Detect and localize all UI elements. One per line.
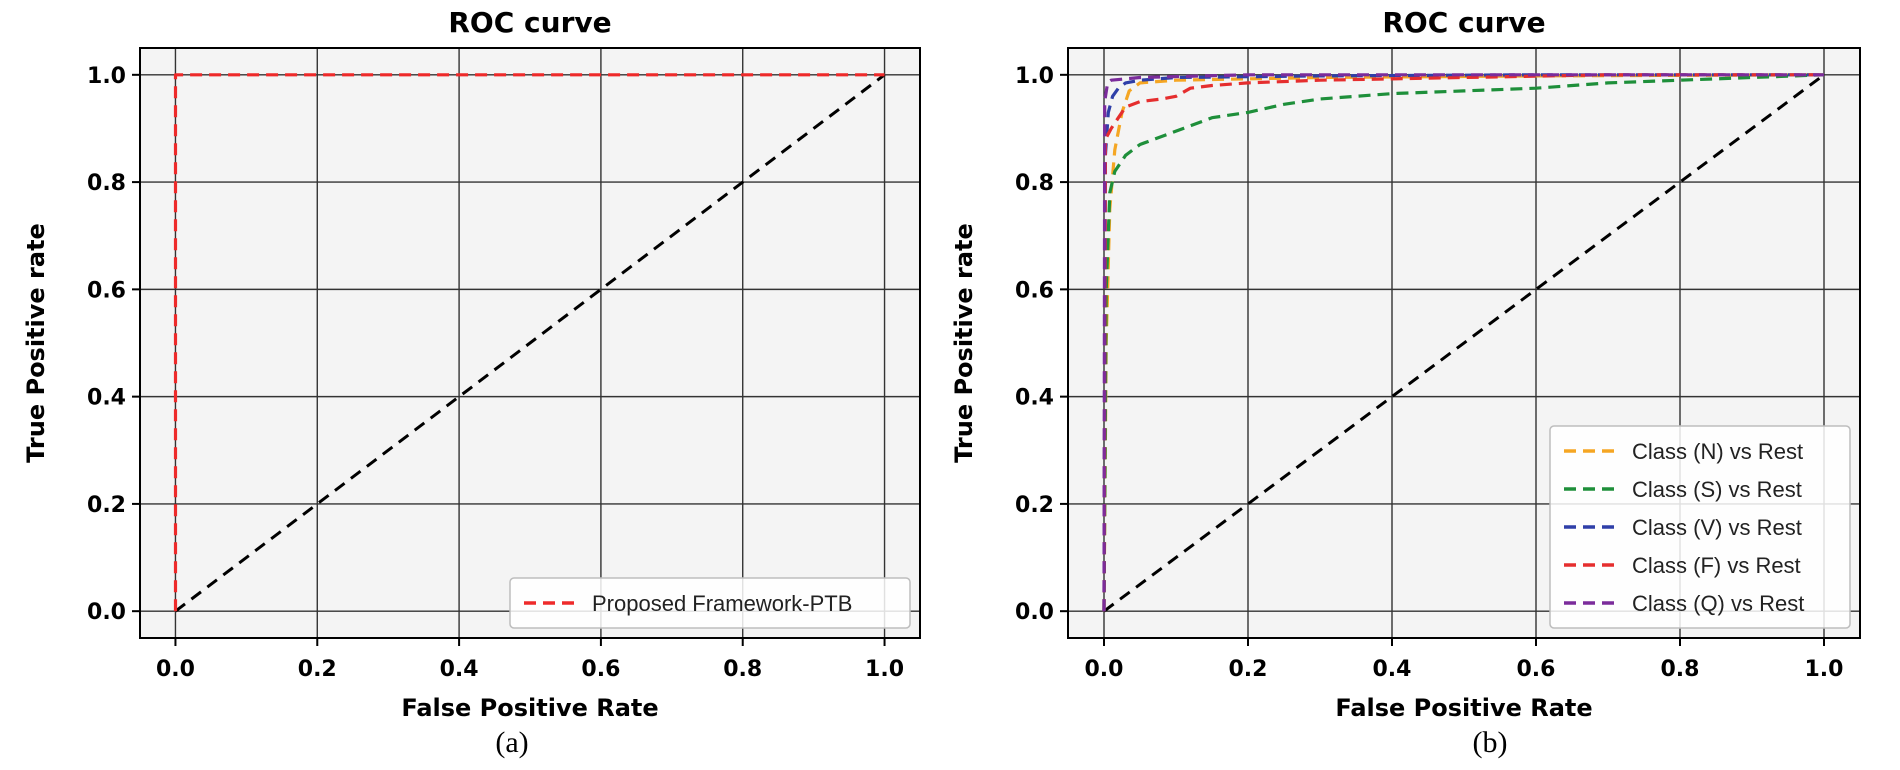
panel-caption: (b): [1473, 726, 1508, 759]
legend-entry-label: Proposed Framework-PTB: [592, 591, 852, 616]
plot-frame: [1067, 47, 1861, 639]
x-tick-label: 0.0: [156, 657, 195, 682]
panel-caption: (a): [495, 726, 528, 759]
chance-diagonal-line: [174, 73, 886, 613]
legend-entry-label: Class (N) vs Rest: [1632, 439, 1803, 464]
series-line-3: [1102, 73, 1824, 612]
legend: Proposed Framework-PTB: [509, 577, 911, 629]
y-axis-label: True Positive rate: [22, 223, 50, 463]
y-axis-label: True Positive rate: [950, 223, 978, 463]
y-tick-label: 0.4: [87, 386, 126, 411]
chart-title: ROC curve: [1382, 6, 1545, 39]
y-tick-label: 1.0: [1015, 64, 1054, 89]
y-tick-label: 0.8: [1015, 171, 1054, 196]
y-tick-label: 0.2: [87, 493, 126, 518]
chance-diagonal-line: [1103, 73, 1825, 613]
legend-entry-label: Class (V) vs Rest: [1632, 515, 1802, 540]
x-axis-label: False Positive Rate: [401, 694, 658, 722]
x-tick-label: 0.6: [581, 657, 620, 682]
x-tick-label: 0.6: [1517, 657, 1556, 682]
x-tick-label: 0.0: [1085, 657, 1124, 682]
x-tick-label: 0.8: [1661, 657, 1700, 682]
series-line-4: [1102, 73, 1824, 612]
plot-frame: [139, 47, 921, 639]
series-line-2: [1102, 73, 1824, 612]
legend-entry-label: Class (F) vs Rest: [1632, 553, 1801, 578]
y-tick-label: 0.2: [1015, 493, 1054, 518]
x-tick-label: 0.2: [1229, 657, 1268, 682]
legend-entry-label: Class (S) vs Rest: [1632, 477, 1802, 502]
series-line-1: [1102, 73, 1825, 612]
x-tick-label: 1.0: [865, 657, 904, 682]
series-line-0: [173, 73, 885, 612]
roc-panel-a: 0.0 0.2 0.4 0.6 0.8 1.0 0.0 0.2 0.4 0.6 0.8 1.0 ROC …: [22, 6, 921, 759]
y-tick-label: 0.6: [87, 278, 126, 303]
y-tick-label: 0.0: [1015, 600, 1054, 625]
x-tick-label: 0.4: [440, 657, 479, 682]
y-tick-label: 0.0: [87, 600, 126, 625]
y-tick-label: 0.8: [87, 171, 126, 196]
legend-entry-label: Class (Q) vs Rest: [1632, 591, 1804, 616]
y-tick-label: 1.0: [87, 64, 126, 89]
legend-box: [509, 577, 911, 629]
roc-panel-b: 0.0 0.2 0.4 0.6 0.8 1.0 0.0 0.2 0.4 0.6 0.8 1.0 ROC …: [950, 6, 1861, 759]
x-tick-label: 1.0: [1805, 657, 1844, 682]
x-tick-label: 0.8: [723, 657, 762, 682]
x-tick-label: 0.4: [1373, 657, 1412, 682]
y-tick-label: 0.4: [1015, 386, 1054, 411]
y-tick-label: 0.6: [1015, 278, 1054, 303]
legend-box: [1549, 425, 1851, 629]
x-axis-label: False Positive Rate: [1335, 694, 1592, 722]
chart-title: ROC curve: [448, 6, 611, 39]
legend: Class (N) vs Rest Class (S) vs Rest Class …: [1549, 425, 1851, 629]
x-tick-label: 0.2: [298, 657, 337, 682]
